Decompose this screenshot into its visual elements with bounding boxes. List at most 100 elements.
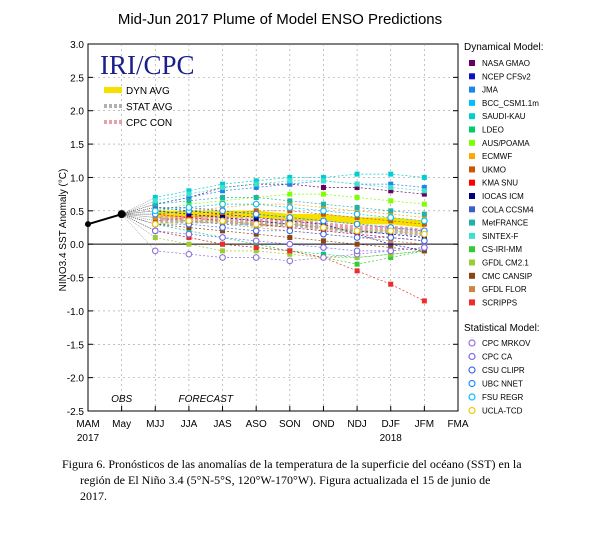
stat-model-point (151, 207, 159, 215)
dyn-legend-label: SAUDI-KAU (482, 112, 526, 121)
dyn-legend-marker (469, 246, 475, 253)
stat-model-line (155, 210, 425, 232)
stat-model-point (151, 247, 159, 255)
stat-model-point (320, 230, 327, 238)
dyn-model-point (287, 198, 293, 204)
y-tick-label: -1.0 (67, 307, 85, 318)
stat-legend-marker (468, 366, 476, 374)
stat-model-point (421, 237, 428, 245)
dyn-model-point (253, 194, 259, 200)
dyn-model-line (155, 223, 425, 252)
dyn-model-point (253, 184, 259, 190)
stat-model-point (353, 247, 361, 255)
year-label: 2017 (77, 433, 100, 444)
dyn-legend-marker (469, 286, 475, 293)
average-legend: IRI/CPC DYN AVG STAT AVG CPC CON (100, 50, 195, 129)
avg-legend-label: STAT AVG (126, 102, 173, 113)
stat-model-point (320, 244, 327, 251)
dyn-model-point (388, 241, 394, 247)
stat-model-point (286, 214, 294, 221)
stat-model-line (155, 223, 425, 242)
dyn-model-point (320, 201, 326, 207)
dyn-model-point (320, 191, 326, 197)
dyn-model-point (152, 198, 158, 204)
stat-legend-label: FSU REGR (482, 393, 524, 402)
dyn-model-line (155, 207, 425, 252)
y-tick-label: 1.5 (70, 140, 84, 151)
dyn-model-point (152, 201, 158, 207)
dyn-model-point (354, 261, 360, 267)
stat-model-point (387, 234, 395, 241)
stat-model-point (320, 217, 327, 225)
dyn-model-point (320, 238, 326, 244)
stat-model-point (151, 220, 159, 228)
stat-model-point (252, 200, 260, 208)
stat-model-point (353, 227, 361, 235)
dyn-legend-marker (469, 259, 475, 266)
stat-legend-marker (468, 339, 476, 347)
stat-model-line (155, 220, 425, 235)
avg-legend-label: DYN AVG (126, 86, 170, 97)
stat-model-point (286, 227, 294, 235)
dyn-model-point (421, 211, 427, 217)
stat-model-point (320, 207, 327, 215)
stat-legend-marker (468, 379, 476, 388)
dyn-legend-label: GFDL FLOR (482, 285, 527, 294)
dyn-model-line (155, 197, 425, 215)
dyn-legend-marker (469, 126, 475, 133)
plot-frame (87, 43, 459, 412)
x-tick-label: MJJ (146, 419, 164, 430)
dyn-model-point (421, 184, 427, 190)
stat-model-point (185, 217, 193, 225)
stat-model-point (286, 257, 294, 265)
stat-model-point (320, 224, 327, 231)
x-tick-label: May (112, 419, 131, 430)
dyn-legend-label: ECMWF (482, 152, 512, 161)
dyn-legend-label: CS-IRI-MM (482, 245, 522, 254)
dyn-legend-marker (469, 153, 475, 160)
stat-legend-label: CSU CLIPR (482, 366, 525, 375)
stat-model-point (219, 234, 226, 241)
x-tick-label: JAS (213, 419, 232, 430)
dyn-model-point (421, 191, 427, 197)
dyn-model-point (388, 255, 394, 261)
forecast-label: FORECAST (179, 394, 234, 405)
dyn-legend-label: GFDL CM2.1 (482, 259, 529, 268)
dyn-model-point (388, 198, 394, 204)
stat-model-point (219, 200, 226, 208)
dyn-legend-marker (469, 272, 475, 279)
dyn-model-point (287, 251, 293, 257)
dyn-model-point (354, 194, 360, 200)
dyn-legend-label: BCC_CSM1.1m (482, 99, 539, 108)
y-tick-label: -0.5 (67, 274, 85, 285)
y-axis-label: NINO3.4 SST Anomaly (°C) (58, 169, 69, 292)
dyn-legend-marker (469, 113, 475, 120)
stat-model-point (252, 210, 260, 218)
caption-line-3: 2017. (80, 489, 107, 503)
dyn-model-line (155, 193, 425, 212)
enso-plume-chart: Mid-Jun 2017 Plume of Model ENSO Predict… (58, 11, 543, 444)
model-legend: Dynamical Model: NASA GMAO NCEP CFSv2 JMA BC… (464, 42, 543, 416)
obs-connector (121, 213, 156, 232)
dyn-model-point (220, 194, 226, 200)
stat-model-point (387, 214, 395, 221)
x-tick-label: JFM (415, 419, 434, 430)
dyn-legend-label: NCEP CFSv2 (482, 72, 531, 81)
stat-model-point (219, 207, 226, 215)
y-tick-label: 0.5 (70, 207, 84, 218)
dyn-model-point (287, 248, 293, 254)
dyn-model-line (155, 210, 425, 225)
plot-area (87, 43, 459, 412)
stat-model-point (252, 220, 260, 228)
dyn-model-point (186, 191, 192, 197)
dyn-model-point (388, 184, 394, 190)
dyn-model-point (421, 298, 427, 304)
dyn-model-point (354, 241, 360, 247)
obs-connector (121, 214, 156, 251)
dyn-model-point (421, 188, 427, 194)
dyn-model-point (220, 248, 226, 254)
dyn-model-point (220, 181, 226, 187)
stat-legend-label: UBC NNET (482, 380, 523, 389)
dyn-model-point (253, 248, 259, 254)
dyn-legend-label: KMA SNU (482, 179, 518, 188)
